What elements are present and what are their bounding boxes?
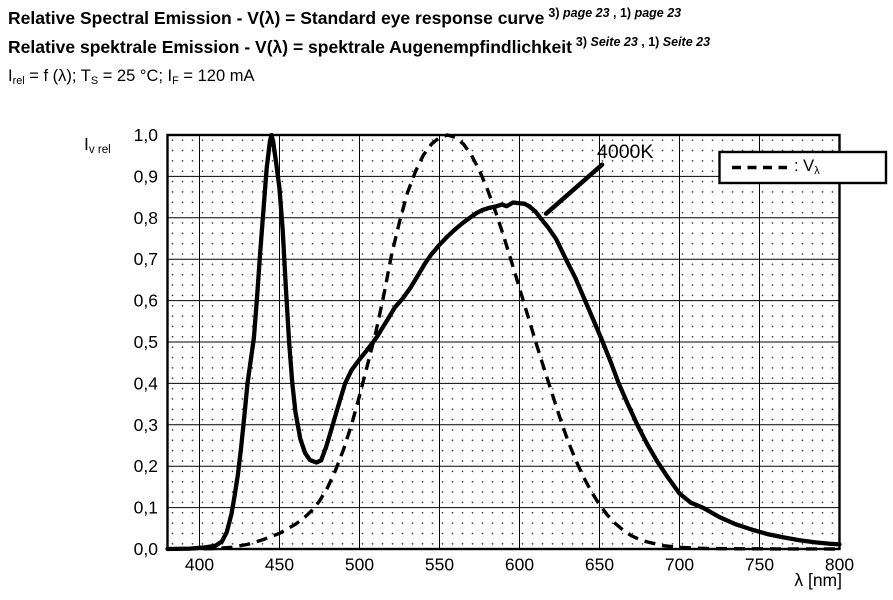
test-conditions: Irel = f (λ); TS = 25 °C; IF = 120 mA	[8, 67, 255, 88]
y-tick-label: 1,0	[134, 125, 159, 145]
plot-border	[166, 133, 841, 551]
x-tick-label: 750	[745, 555, 774, 575]
title-german: Relative spektrale Emission - V(λ) = spe…	[8, 34, 710, 63]
x-tick-label: 800	[825, 555, 854, 575]
x-tick-label: 700	[665, 555, 694, 575]
legend-box	[718, 150, 888, 185]
x-tick-label: 500	[345, 555, 374, 575]
title-english-references: 3) page 23 , 1) page 23	[548, 6, 682, 20]
title-english: Relative Spectral Emission - V(λ) = Stan…	[8, 5, 710, 34]
title-german-references: 3) Seite 23 , 1) Seite 23	[575, 35, 711, 49]
x-tick-label: 450	[265, 555, 294, 575]
legend-v-lambda-label: : Vλ	[794, 157, 820, 178]
annotation-4000K: 4000K	[597, 141, 654, 163]
title-english-text: Relative Spectral Emission - V(λ) = Stan…	[8, 8, 545, 28]
y-tick-label: 0,0	[134, 539, 159, 559]
y-tick-label: 0,9	[134, 166, 158, 186]
y-tick-label: 0,6	[134, 291, 158, 311]
y-tick-label: 0,5	[134, 332, 158, 352]
x-tick-label: 550	[425, 555, 454, 575]
annotation-pointer-line	[543, 162, 605, 216]
y-tick-label: 0,8	[134, 208, 158, 228]
y-tick-label: 0,3	[134, 415, 158, 435]
led-emission-curve	[165, 132, 842, 552]
chart-header: Relative Spectral Emission - V(λ) = Stan…	[8, 5, 710, 90]
y-axis-label: Iv rel	[84, 134, 111, 157]
x-tick-label: 400	[185, 555, 214, 575]
x-tick-label: 650	[585, 555, 614, 575]
y-tick-label: 0,4	[134, 373, 159, 393]
y-tick-label: 0,1	[134, 498, 158, 518]
title-german-text: Relative spektrale Emission - V(λ) = spe…	[8, 37, 572, 57]
x-axis-label: λ [nm]	[794, 570, 842, 590]
y-tick-label: 0,7	[134, 249, 158, 269]
x-tick-label: 600	[505, 555, 534, 575]
y-tick-label: 0,2	[134, 456, 158, 476]
